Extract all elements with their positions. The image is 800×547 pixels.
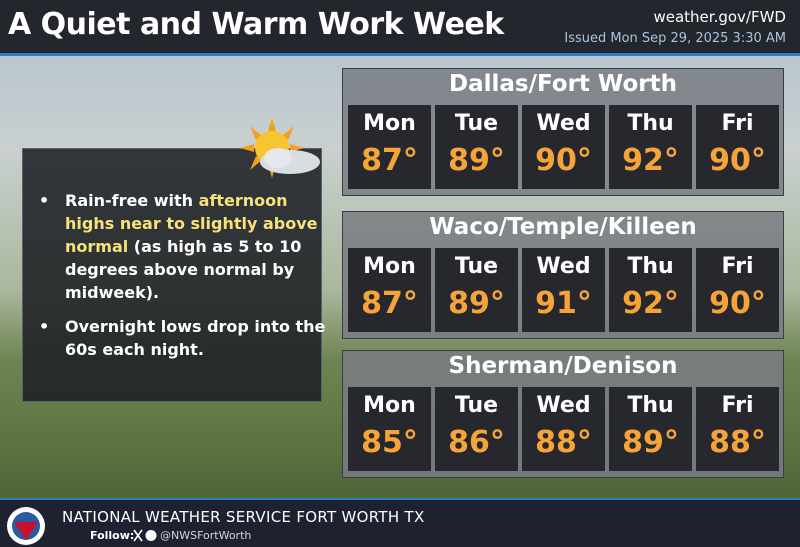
social-handle[interactable]: @NWSFortWorth [160,529,252,542]
bullet-text: Overnight lows drop into the 60s each ni… [65,317,326,359]
day-name: Wed [536,393,591,418]
title: A Quiet and Warm Work Week [8,7,504,42]
day-cell: Tue 86° [435,387,518,471]
bullet-text: Rain-free with [65,191,199,210]
bullet-text: (as high as 5 to 10 degrees above normal… [65,237,302,302]
high-temp: 92° [622,143,679,178]
info-box: Rain-free with afternoon highs near to s… [22,148,325,402]
day-name: Mon [363,111,416,136]
sun-icon [240,118,320,178]
day-cell: Fri 90° [696,105,779,189]
day-cell: Mon 85° [348,387,431,471]
day-cell: Wed 88° [522,387,605,471]
website: weather.gov/FWD [653,8,786,26]
day-cell: Fri 90° [696,248,779,332]
day-name: Thu [627,254,674,279]
day-name: Mon [363,393,416,418]
high-temp: 87° [361,286,418,321]
header: A Quiet and Warm Work Week weather.gov/F… [0,0,800,56]
follow-label: Follow: [90,529,135,542]
bullet: Overnight lows drop into the 60s each ni… [39,315,327,361]
day-cell: Tue 89° [435,248,518,332]
day-cell: Thu 92° [609,105,692,189]
bullet: Rain-free with afternoon highs near to s… [39,189,327,304]
high-temp: 88° [535,425,592,460]
high-temp: 92° [622,286,679,321]
city-panel: Dallas/Fort Worth Mon 87° Tue 89° Wed 90° Thu 92… [342,68,784,196]
social-icons [133,529,157,542]
day-name: Thu [627,393,674,418]
day-name: Fri [721,111,754,136]
high-temp: 90° [709,286,766,321]
day-cell: Wed 90° [522,105,605,189]
day-cell: Fri 88° [696,387,779,471]
high-temp: 89° [622,425,679,460]
day-name: Tue [454,393,499,418]
high-temp: 91° [535,286,592,321]
day-name: Fri [721,393,754,418]
day-name: Wed [536,111,591,136]
city-name: Waco/Temple/Killeen [429,214,697,240]
city-panel: Waco/Temple/Killeen Mon 87° Tue 89° Wed 91° Thu… [342,211,784,339]
day-cell: Thu 89° [609,387,692,471]
day-cell: Thu 92° [609,248,692,332]
office-name: NATIONAL WEATHER SERVICE FORT WORTH TX [62,508,425,526]
high-temp: 90° [709,143,766,178]
day-cell: Mon 87° [348,105,431,189]
high-temp: 89° [448,143,505,178]
high-temp: 89° [448,286,505,321]
high-temp: 85° [361,425,418,460]
day-cell: Wed 91° [522,248,605,332]
city-panel: Sherman/Denison Mon 85° Tue 86° Wed 88° Thu 89° F… [342,350,784,478]
city-name: Sherman/Denison [448,353,678,379]
day-cell: Tue 89° [435,105,518,189]
day-name: Mon [363,254,416,279]
day-name: Tue [454,254,499,279]
high-temp: 88° [709,425,766,460]
highlight-text: afternoon highs near to slightly above n… [65,191,318,256]
day-name: Tue [454,111,499,136]
high-temp: 87° [361,143,418,178]
high-temp: 90° [535,143,592,178]
city-name: Dallas/Fort Worth [449,71,677,97]
day-cell: Mon 87° [348,248,431,332]
high-temp: 86° [448,425,505,460]
issued: Issued Mon Sep 29, 2025 3:30 AM [564,31,786,46]
day-name: Fri [721,254,754,279]
nws-logo [7,507,45,545]
day-name: Wed [536,254,591,279]
day-name: Thu [627,111,674,136]
footer: NATIONAL WEATHER SERVICE FORT WORTH TX F… [0,498,800,547]
